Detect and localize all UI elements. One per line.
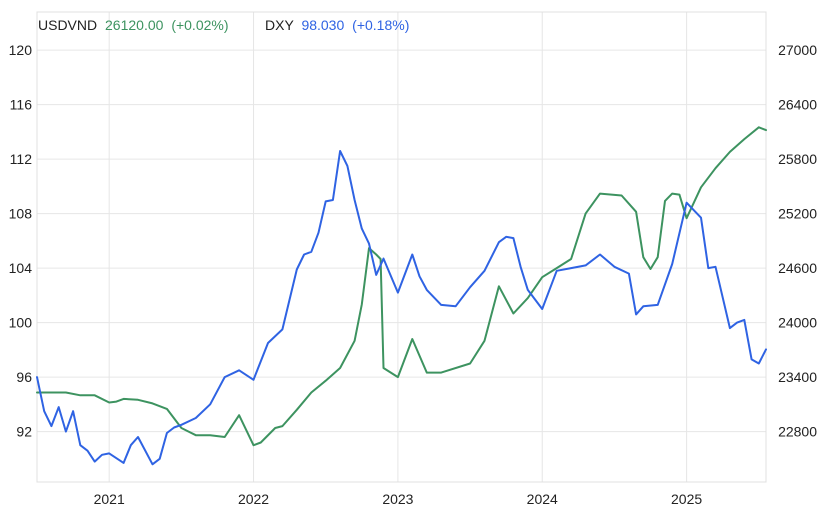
right-tick-label: 24000 — [778, 315, 817, 331]
left-tick-label: 120 — [9, 42, 33, 58]
x-tick-label: 2025 — [671, 491, 702, 507]
legend-dxy-value: 98.030 — [301, 17, 344, 33]
series-lines — [36, 126, 767, 466]
x-tick-label: 2022 — [238, 491, 269, 507]
legend-usdvnd: USDVND 26120.00 (+0.02%) — [38, 17, 229, 33]
left-y-axis: 92 96 100 104 108 112 116 120 — [9, 42, 33, 439]
x-axis: 2021 2022 2023 2024 2025 — [94, 491, 703, 507]
right-tick-label: 25800 — [778, 151, 817, 167]
left-tick-label: 112 — [10, 151, 33, 167]
grid — [37, 12, 766, 482]
legend-dxy-symbol: DXY — [265, 17, 294, 33]
left-tick-label: 104 — [9, 260, 33, 276]
legend: USDVND 26120.00 (+0.02%) DXY 98.030 (+0.… — [38, 17, 409, 33]
right-tick-label: 24600 — [778, 260, 817, 276]
series-line-dxy — [36, 150, 767, 466]
right-tick-label: 25200 — [778, 206, 817, 222]
legend-dxy-change: (+0.18%) — [352, 17, 409, 33]
left-tick-label: 108 — [9, 206, 33, 222]
legend-dxy: DXY 98.030 (+0.18%) — [265, 17, 409, 33]
legend-usdvnd-symbol: USDVND — [38, 17, 97, 33]
legend-usdvnd-change: (+0.02%) — [171, 17, 228, 33]
x-tick-label: 2024 — [527, 491, 558, 507]
left-tick-label: 100 — [9, 315, 33, 331]
right-tick-label: 23400 — [778, 369, 817, 385]
right-tick-label: 27000 — [778, 42, 817, 58]
left-tick-label: 92 — [16, 424, 32, 440]
right-tick-label: 22800 — [778, 424, 817, 440]
left-tick-label: 116 — [10, 97, 33, 113]
plot-frame — [36, 11, 767, 483]
x-tick-label: 2023 — [382, 491, 413, 507]
left-tick-label: 96 — [16, 369, 32, 385]
right-y-axis: 22800 23400 24000 24600 25200 25800 26400 27000 — [778, 42, 817, 439]
series-line-usdvnd — [36, 126, 767, 447]
right-tick-label: 26400 — [778, 97, 817, 113]
x-tick-label: 2021 — [94, 491, 125, 507]
legend-usdvnd-value: 26120.00 — [105, 17, 164, 33]
